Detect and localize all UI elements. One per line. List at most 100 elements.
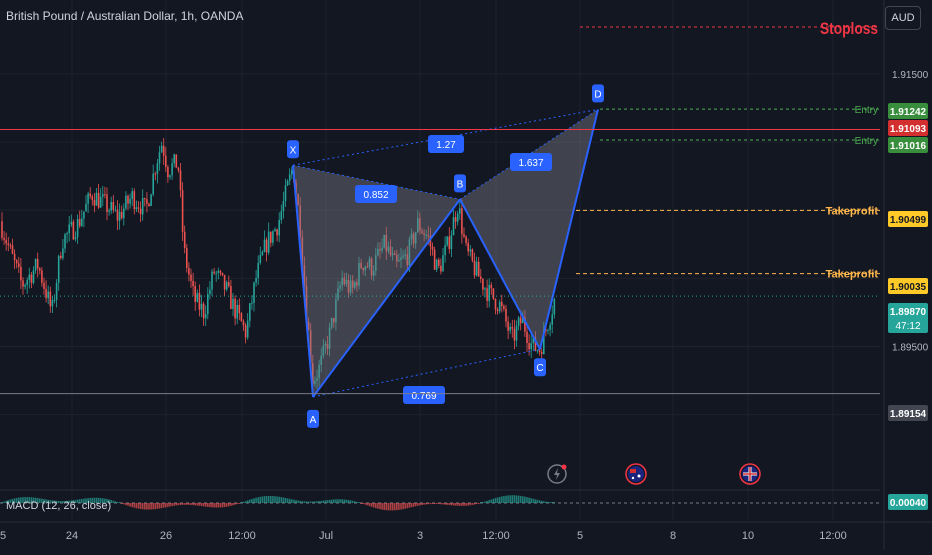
candle-body bbox=[34, 258, 37, 271]
candle-body bbox=[291, 170, 293, 175]
candle-body bbox=[57, 255, 60, 283]
candle-body bbox=[551, 314, 553, 325]
macd-bar bbox=[463, 503, 465, 506]
macd-bar bbox=[234, 503, 236, 505]
candle-body bbox=[385, 234, 388, 252]
pattern-point-badge bbox=[592, 84, 604, 103]
macd-bar bbox=[267, 495, 270, 503]
candle-body bbox=[284, 185, 287, 201]
macd-bar bbox=[55, 500, 58, 503]
macd-bar bbox=[223, 503, 226, 508]
macd-bar bbox=[307, 501, 310, 503]
macd-bar bbox=[148, 503, 150, 510]
candle-body bbox=[358, 262, 360, 286]
candle-body bbox=[74, 237, 77, 240]
pattern-point-label: A bbox=[310, 415, 317, 426]
candle-body bbox=[423, 233, 425, 236]
macd-bar bbox=[366, 503, 369, 506]
countdown-label: 47:12 bbox=[895, 321, 920, 332]
macd-bar bbox=[213, 503, 215, 508]
macd-bar bbox=[496, 497, 499, 503]
macd-bar bbox=[131, 503, 133, 508]
uk-flag-icon[interactable] bbox=[739, 463, 761, 485]
candle-body bbox=[70, 221, 73, 225]
candle-body bbox=[95, 192, 98, 206]
candle-body bbox=[265, 239, 268, 253]
pattern-ratio-text: 0.852 bbox=[363, 190, 388, 201]
x-tick-label: 8 bbox=[670, 530, 676, 542]
candle-body bbox=[209, 289, 211, 294]
candle-body bbox=[99, 196, 102, 208]
macd-bar bbox=[322, 500, 325, 503]
candle-body bbox=[486, 288, 488, 301]
candle-body bbox=[307, 321, 310, 331]
candle-body bbox=[47, 291, 49, 299]
candle-body bbox=[351, 280, 354, 288]
candle-body bbox=[240, 313, 243, 322]
candle-body bbox=[389, 246, 392, 256]
candle-body bbox=[49, 291, 52, 307]
x-tick-label: 5 bbox=[577, 530, 583, 542]
macd-bar bbox=[68, 500, 70, 503]
macd-bar bbox=[450, 503, 453, 506]
candle-body bbox=[213, 271, 215, 274]
macd-bar bbox=[207, 503, 209, 507]
pattern-point-label: B bbox=[457, 179, 464, 190]
macd-bar bbox=[81, 498, 83, 503]
macd-bar bbox=[408, 503, 411, 508]
candle-body bbox=[102, 194, 104, 197]
macd-bar bbox=[160, 503, 163, 509]
candle-body bbox=[106, 194, 108, 212]
macd-bar bbox=[425, 503, 427, 505]
macd-bar bbox=[295, 500, 297, 503]
candle-body bbox=[194, 286, 196, 302]
candle-body bbox=[490, 284, 493, 289]
candle-body bbox=[177, 167, 180, 171]
macd-bar bbox=[358, 502, 360, 503]
macd-bar bbox=[1, 502, 3, 503]
candle-body bbox=[467, 242, 469, 252]
macd-bar bbox=[95, 497, 98, 503]
candle-body bbox=[463, 234, 465, 237]
macd-bar bbox=[150, 503, 152, 510]
flash-icon[interactable] bbox=[547, 464, 567, 484]
macd-bar bbox=[87, 498, 89, 503]
candle-body bbox=[343, 277, 346, 285]
macd-bar bbox=[509, 495, 511, 503]
macd-bar bbox=[440, 503, 442, 505]
macd-bar bbox=[456, 503, 459, 506]
au-flag-icon[interactable] bbox=[625, 463, 647, 485]
candle-body bbox=[219, 270, 222, 273]
macd-bar bbox=[232, 503, 234, 506]
candle-body bbox=[309, 330, 312, 364]
macd-bar bbox=[249, 499, 251, 503]
pattern-point-badge bbox=[287, 140, 299, 159]
macd-bar bbox=[543, 501, 545, 503]
candle-body bbox=[540, 351, 543, 355]
macd-bar bbox=[93, 497, 96, 503]
candle-body bbox=[505, 308, 507, 322]
macd-bar bbox=[528, 497, 530, 503]
macd-bar bbox=[217, 503, 220, 508]
macd-bar bbox=[534, 499, 537, 503]
candle-body bbox=[316, 378, 318, 381]
takeprofit-label: Takeprofit bbox=[826, 205, 879, 217]
macd-bar bbox=[297, 500, 299, 503]
candle-body bbox=[511, 326, 514, 329]
candle-body bbox=[139, 208, 142, 215]
macd-bar bbox=[244, 501, 247, 503]
candle-body bbox=[339, 285, 341, 289]
candle-body bbox=[116, 209, 119, 221]
candle-body bbox=[165, 155, 167, 167]
currency-button[interactable]: AUD bbox=[885, 6, 921, 30]
candle-body bbox=[282, 200, 285, 212]
macd-bar bbox=[522, 496, 524, 503]
macd-bar bbox=[303, 501, 306, 503]
macd-bar bbox=[104, 498, 106, 503]
candle-body bbox=[244, 325, 247, 338]
macd-bar bbox=[181, 503, 184, 505]
macd-bar bbox=[349, 500, 352, 503]
macd-bar bbox=[259, 496, 262, 503]
